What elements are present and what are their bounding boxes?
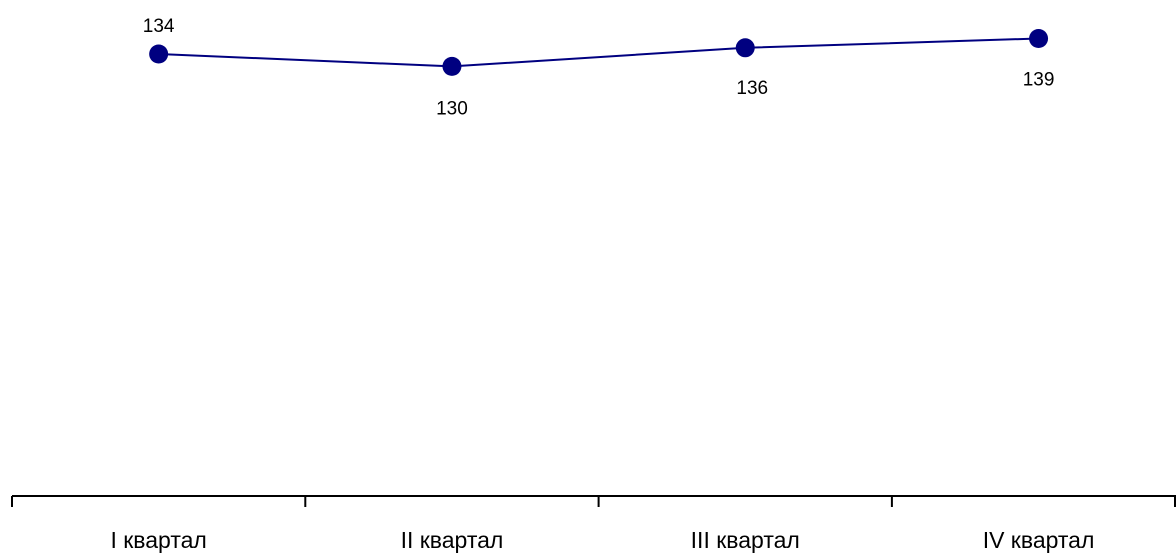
data-label: 136 [736,78,768,99]
data-point [442,56,462,76]
x-tick-label: I квартал [110,527,206,553]
x-tick-label: III квартал [691,527,800,553]
x-axis: I квартал II квартал III квартал IV квартал [11,495,1176,553]
x-tick-label: II квартал [401,527,504,553]
plot-area: 134 130 136 139 [143,16,1055,119]
data-label: 134 [143,16,175,37]
data-point [1029,29,1049,48]
data-point [149,44,169,64]
series-line [158,37,1039,68]
data-label: 139 [1023,70,1055,91]
x-tick-label: IV квартал [983,527,1095,553]
data-point [735,38,755,58]
data-label: 130 [436,98,468,119]
